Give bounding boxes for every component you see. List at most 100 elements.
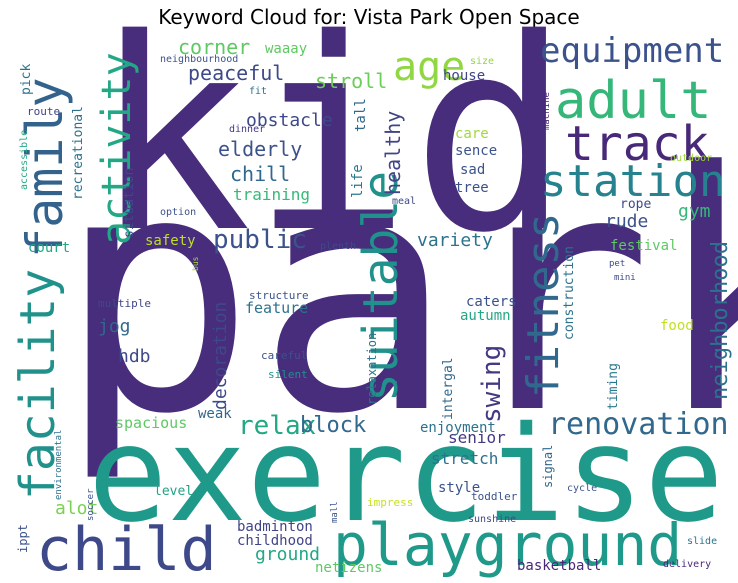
word-chill: chill bbox=[230, 162, 290, 186]
word-outdoor: outdoor bbox=[670, 153, 712, 164]
word-waaay: waaay bbox=[265, 41, 307, 57]
word-fit: fit bbox=[249, 86, 267, 97]
word-plenth: plenth bbox=[320, 241, 356, 252]
word-structure: structure bbox=[249, 289, 309, 302]
word-age: age bbox=[393, 44, 465, 90]
word-healthy: healthy bbox=[381, 111, 405, 195]
word-alot: alot bbox=[55, 498, 98, 519]
word-tree: tree bbox=[455, 180, 489, 196]
word-station: station bbox=[540, 156, 725, 207]
word-food: food bbox=[660, 318, 694, 334]
word-public: public bbox=[213, 225, 307, 255]
word-delivery: delivery bbox=[663, 559, 711, 570]
word-life: life bbox=[350, 164, 366, 198]
word-equipment: equipment bbox=[540, 31, 724, 71]
word-construction: construction bbox=[562, 246, 577, 340]
word-peaceful: peaceful bbox=[188, 61, 284, 85]
word-festival: festival bbox=[610, 238, 677, 254]
word-enjoyment: enjoyment bbox=[420, 420, 496, 436]
word-safety: safety bbox=[145, 233, 196, 249]
word-relaxation: relaxation bbox=[365, 333, 379, 405]
word-silent: silent bbox=[268, 368, 308, 381]
word-toddler: toddler bbox=[471, 490, 518, 503]
word-neighbourhood: neighbourhood bbox=[160, 54, 238, 65]
word-exercise: exercise bbox=[88, 398, 724, 552]
word-signal: signal bbox=[541, 445, 555, 488]
word-machine: machine bbox=[542, 92, 552, 130]
word-gym: gym bbox=[678, 201, 711, 222]
word-timing: timing bbox=[606, 363, 621, 410]
word-option: option bbox=[160, 207, 196, 218]
word-corner: corner bbox=[178, 35, 250, 59]
word-intergal: intergal bbox=[441, 357, 456, 420]
word-activity: activity bbox=[94, 52, 140, 245]
word-route: route bbox=[27, 105, 60, 118]
word-recreational: recreational bbox=[71, 106, 86, 200]
word-meal: meal bbox=[392, 196, 416, 207]
word-kid: kid bbox=[92, 0, 571, 291]
word-senior: senior bbox=[448, 428, 506, 447]
word-hdb: hdb bbox=[118, 346, 151, 367]
word-basketball: basketball bbox=[517, 558, 601, 574]
word-relax: relax bbox=[238, 411, 316, 441]
word-child: child bbox=[36, 515, 217, 583]
word-renovation: renovation bbox=[548, 407, 729, 442]
word-weak: weak bbox=[198, 406, 232, 422]
word-dinner: dinner bbox=[229, 124, 265, 135]
chart-title: Keyword Cloud for: Vista Park Open Space bbox=[158, 5, 580, 29]
word-environmental: environmental bbox=[54, 430, 64, 500]
word-multiple: multiple bbox=[98, 297, 151, 310]
word-adult: adult bbox=[555, 71, 712, 131]
word-style: style bbox=[438, 480, 480, 496]
word-obstacle: obstacle bbox=[246, 110, 333, 131]
word-ippt: ippt bbox=[16, 524, 30, 553]
word-neighborhood: neighborhood bbox=[708, 241, 733, 400]
word-tall: tall bbox=[353, 98, 369, 132]
word-situation: situation bbox=[122, 168, 137, 238]
word-variety: variety bbox=[417, 230, 493, 251]
word-suitable: suitable bbox=[353, 171, 409, 402]
word-court: court bbox=[28, 240, 70, 256]
word-netizens: netizens bbox=[315, 560, 382, 576]
word-size: size bbox=[470, 56, 494, 67]
word-impress: impress bbox=[367, 496, 413, 509]
word-caters: caters bbox=[466, 294, 517, 310]
word-rude: rude bbox=[605, 211, 648, 232]
word-training: training bbox=[233, 185, 310, 204]
word-level: level bbox=[154, 484, 193, 499]
word-sad: sad bbox=[460, 162, 485, 178]
word-stroll: stroll bbox=[315, 69, 387, 93]
word-pet: pet bbox=[609, 259, 625, 269]
word-spacious: spacious bbox=[115, 414, 187, 432]
word-mall: mall bbox=[330, 501, 340, 523]
word-stretch: stretch bbox=[431, 449, 498, 468]
word-facility: facility bbox=[10, 269, 66, 500]
word-sunshine: sunshine bbox=[468, 514, 516, 525]
word-elderly: elderly bbox=[218, 137, 302, 161]
word-decoration: decoration bbox=[210, 302, 231, 410]
word-track: track bbox=[565, 116, 710, 172]
word-playground: playground bbox=[333, 511, 682, 579]
word-swing: swing bbox=[477, 345, 507, 423]
word-sence: sence bbox=[455, 143, 497, 159]
word-block: block bbox=[300, 413, 366, 438]
word-pick: pick bbox=[19, 64, 34, 95]
word-accessible: accessible bbox=[19, 130, 30, 190]
word-badminton: badminton bbox=[237, 519, 313, 535]
word-jog: jog bbox=[98, 316, 131, 337]
word-family: family bbox=[16, 77, 74, 258]
word-fitness: fitness bbox=[518, 213, 569, 398]
word-slide: slide bbox=[687, 536, 717, 547]
word-autumn: autumn bbox=[460, 308, 511, 324]
word-bus: bus bbox=[191, 256, 200, 271]
word-rope: rope bbox=[620, 197, 651, 212]
word-mini: mini bbox=[614, 273, 636, 283]
word-house: house bbox=[443, 68, 485, 84]
word-careful: careful bbox=[261, 349, 307, 362]
word-soccer: soccer bbox=[86, 488, 96, 521]
word-cycle: cycle bbox=[567, 483, 597, 494]
word-care: care bbox=[455, 126, 489, 142]
word-childhood: childhood bbox=[237, 533, 313, 549]
